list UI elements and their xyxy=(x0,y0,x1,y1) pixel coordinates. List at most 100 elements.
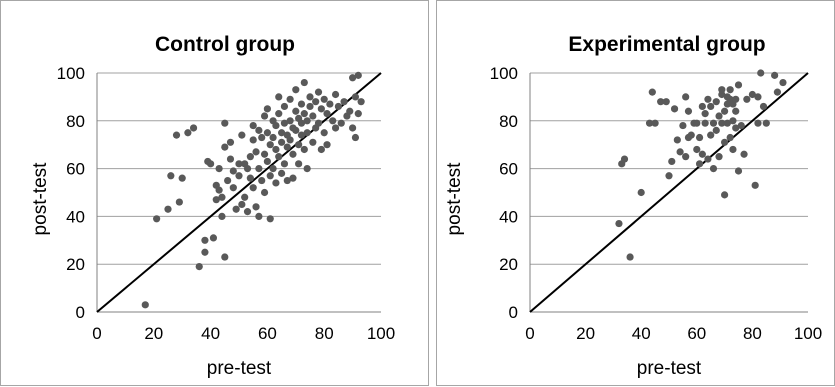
data-point xyxy=(300,110,308,118)
data-point xyxy=(707,102,715,111)
y-tick-label: 60 xyxy=(499,160,518,179)
data-point xyxy=(709,165,718,173)
data-point xyxy=(306,93,314,101)
data-point xyxy=(726,86,734,94)
data-point xyxy=(657,98,665,106)
data-point xyxy=(334,102,342,111)
data-point xyxy=(258,176,266,185)
data-point xyxy=(751,181,759,189)
data-point xyxy=(732,124,740,132)
data-point xyxy=(734,81,743,89)
data-point xyxy=(218,212,226,220)
data-point xyxy=(241,193,249,201)
data-point xyxy=(167,172,175,180)
data-point xyxy=(303,165,311,173)
data-point xyxy=(695,133,704,142)
data-point xyxy=(682,93,690,101)
chart-title: Control group xyxy=(155,33,295,56)
data-point xyxy=(201,248,209,256)
chart-title: Experimental group xyxy=(568,33,765,56)
data-point xyxy=(255,165,263,173)
data-point xyxy=(729,145,737,154)
data-point xyxy=(317,145,325,154)
data-point xyxy=(701,110,709,118)
x-tick-label: 40 xyxy=(632,324,651,343)
y-tick-label: 80 xyxy=(66,112,85,131)
data-point xyxy=(246,153,254,161)
x-tick-label: 100 xyxy=(794,324,822,343)
data-point xyxy=(263,129,271,137)
experimental-group-chart: Experimental group pre-test post-test 0 2… xyxy=(444,33,822,379)
data-point xyxy=(221,253,229,261)
data-point xyxy=(757,69,765,77)
data-point xyxy=(715,112,723,120)
data-point xyxy=(306,102,314,111)
data-point xyxy=(698,150,706,158)
data-point xyxy=(698,102,706,111)
data-point xyxy=(212,196,220,204)
data-point xyxy=(255,212,263,220)
data-point xyxy=(626,253,634,261)
data-point xyxy=(740,150,748,158)
control-group-chart: Control group pre-test post-test 0 20 40 60… xyxy=(30,33,395,379)
x-tick-label: 100 xyxy=(367,324,395,343)
data-point xyxy=(207,160,215,168)
data-point xyxy=(721,138,729,146)
data-point xyxy=(280,119,289,127)
data-point xyxy=(260,112,269,120)
data-point xyxy=(693,145,701,154)
data-point xyxy=(673,136,681,144)
data-point xyxy=(665,172,673,180)
data-point xyxy=(312,98,320,106)
data-point xyxy=(693,119,701,127)
data-point xyxy=(759,102,768,111)
data-point xyxy=(317,105,325,113)
data-point xyxy=(648,88,656,96)
data-point xyxy=(272,121,280,130)
data-point xyxy=(303,117,311,125)
data-point xyxy=(278,138,286,146)
data-point xyxy=(668,157,676,166)
data-point xyxy=(695,160,704,168)
data-point xyxy=(303,129,311,137)
data-point xyxy=(283,176,291,185)
data-point xyxy=(229,167,237,175)
data-point xyxy=(252,148,260,156)
data-point xyxy=(164,205,172,213)
data-point xyxy=(329,117,337,125)
data-point xyxy=(300,145,308,154)
data-point xyxy=(238,131,246,139)
data-point xyxy=(195,262,203,271)
data-point xyxy=(141,301,149,309)
data-point xyxy=(292,86,300,94)
data-point xyxy=(729,117,737,125)
data-point xyxy=(275,153,283,161)
data-point xyxy=(721,191,729,199)
data-point xyxy=(297,100,306,108)
control-group-panel: Control group pre-test post-test 0 20 40 60… xyxy=(0,0,429,386)
data-point xyxy=(263,105,271,113)
data-point xyxy=(718,86,726,94)
data-point xyxy=(320,129,328,137)
x-axis-label: pre-test xyxy=(637,358,702,379)
data-point xyxy=(286,117,294,125)
data-point xyxy=(289,174,297,182)
data-point xyxy=(687,131,695,139)
data-point xyxy=(300,78,308,87)
data-point xyxy=(351,93,360,101)
data-point xyxy=(340,98,348,106)
data-point xyxy=(269,165,277,173)
data-point xyxy=(184,129,192,137)
y-tick-label: 100 xyxy=(490,64,518,83)
y-tick-label: 100 xyxy=(57,64,85,83)
x-tick-label: 60 xyxy=(258,324,277,343)
reference-line xyxy=(96,72,382,313)
data-point xyxy=(280,160,289,168)
data-point xyxy=(704,95,712,103)
data-point xyxy=(295,160,303,168)
data-point xyxy=(224,176,232,185)
reference-line xyxy=(529,72,809,313)
data-point xyxy=(737,121,745,130)
x-tick-label: 20 xyxy=(576,324,595,343)
y-axis-label: post-test xyxy=(30,162,51,236)
